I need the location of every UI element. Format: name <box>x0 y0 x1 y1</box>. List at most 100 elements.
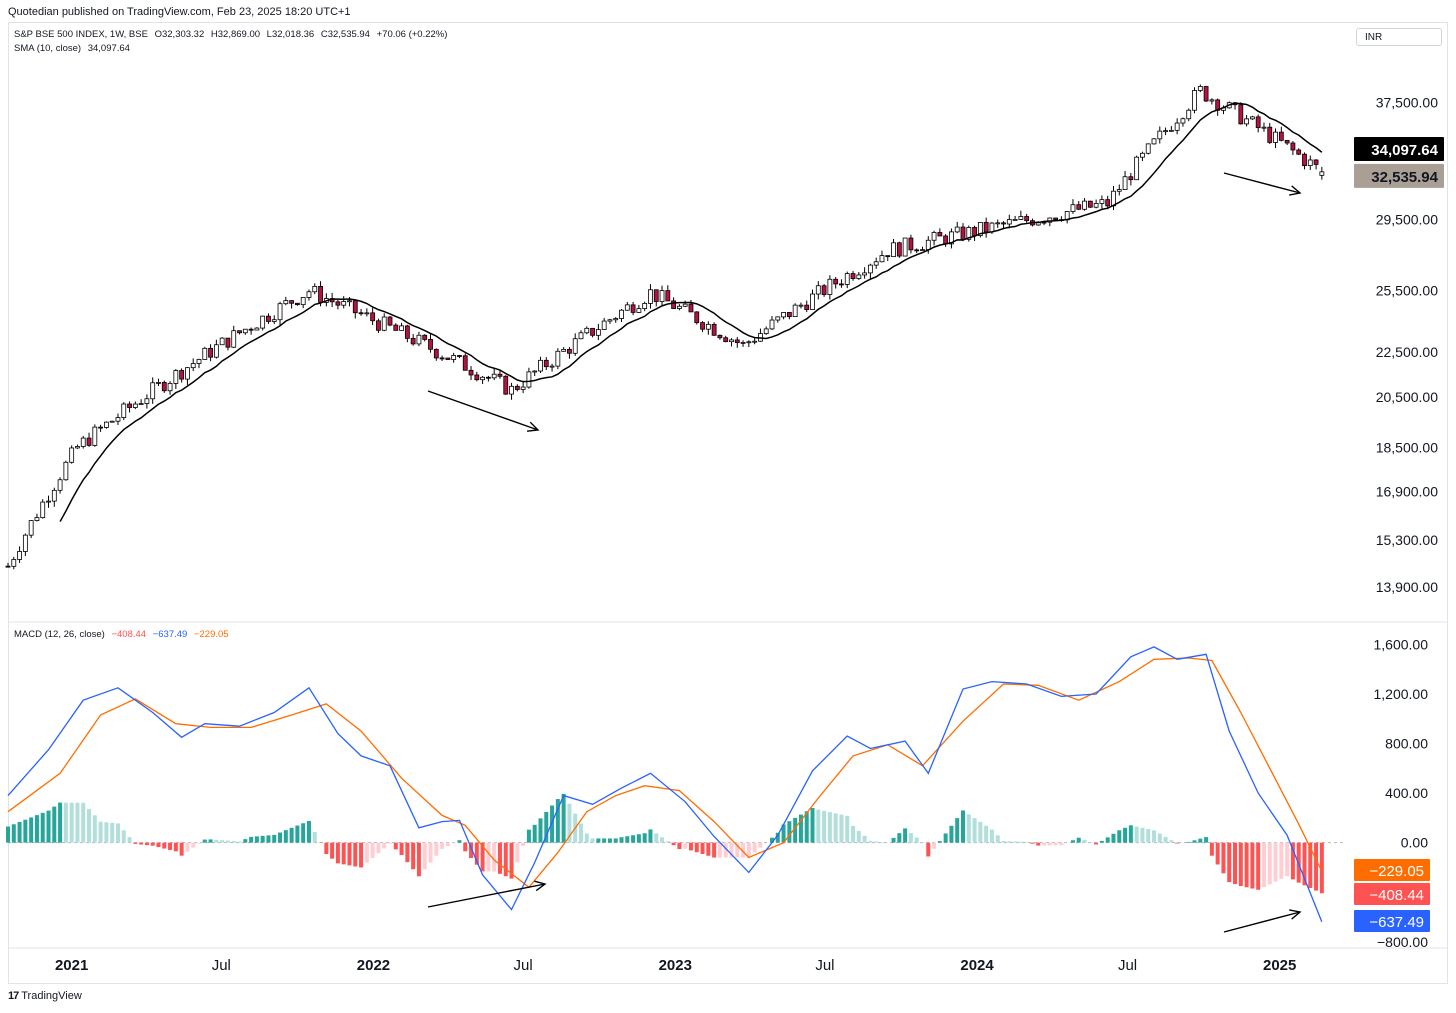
candle-body <box>1024 216 1030 222</box>
candle-body <box>642 303 648 310</box>
histogram-bar <box>1128 825 1133 843</box>
histogram-bar <box>463 842 468 852</box>
currency-selector[interactable]: INR <box>1356 28 1442 46</box>
candle-body <box>885 255 891 258</box>
price-badge-bg <box>1354 136 1444 161</box>
histogram-bar <box>1209 842 1214 856</box>
histogram-bar <box>1111 833 1116 843</box>
candle-body <box>1082 200 1087 210</box>
candle-body <box>156 382 161 384</box>
candle-body <box>1047 217 1053 223</box>
histogram-bar <box>781 824 786 843</box>
candle-body <box>1261 126 1267 129</box>
candle-body <box>514 385 520 390</box>
candle-body <box>1001 222 1006 225</box>
divergence-arrow-macd-2022 <box>427 883 546 908</box>
histogram-bar <box>422 842 427 870</box>
histogram-bar <box>607 838 612 843</box>
divergence-arrow-macd-2025-head <box>1289 909 1302 920</box>
candle-body <box>5 565 11 568</box>
histogram-bar <box>139 842 144 845</box>
time-axis-label: 2025 <box>1263 957 1296 974</box>
histogram-bar <box>353 842 358 867</box>
candle-body <box>931 232 937 241</box>
candle-body <box>1157 130 1163 140</box>
main-legend-sma: SMA (10, close) 34,097.64 <box>14 43 130 54</box>
histogram-bar <box>688 842 693 851</box>
main-legend-ohlc: S&P BSE 500 INDEX, 1W, BSE O32,303.32 H3… <box>14 29 447 40</box>
candle-body <box>40 501 46 519</box>
candle-body <box>347 300 352 303</box>
histogram-bar <box>1261 842 1266 888</box>
histogram-bar <box>1227 842 1232 883</box>
histogram-bar <box>347 842 352 866</box>
candle-body <box>283 300 289 305</box>
candle-body <box>127 403 132 408</box>
candle-body <box>879 255 885 263</box>
histogram-bar <box>961 810 965 843</box>
histogram-bar <box>706 842 711 856</box>
candle-body <box>827 278 833 295</box>
candle-body <box>665 290 671 302</box>
histogram-bar <box>382 842 387 849</box>
macd-axis-label: 0.00 <box>1401 835 1428 851</box>
candle-body <box>740 342 746 344</box>
candle-body <box>364 312 370 315</box>
histogram-bar <box>104 822 109 843</box>
candle-body <box>613 318 619 321</box>
histogram-bar <box>225 840 230 843</box>
histogram-bar <box>208 839 213 843</box>
candle-body <box>509 385 514 395</box>
macd-badge-bg <box>1354 910 1430 932</box>
price-axis-label: 13,900.00 <box>1376 579 1438 595</box>
histogram-bar <box>862 835 867 843</box>
macd-label[interactable]: MACD (12, 26, close) <box>14 629 105 640</box>
candle-body <box>833 278 839 285</box>
publisher-line: Quotedian published on TradingView.com, … <box>8 6 351 18</box>
candle-body <box>995 222 1001 225</box>
candle-body <box>781 312 786 318</box>
candle-body <box>711 323 717 336</box>
candle-body <box>769 319 775 330</box>
histogram-bar <box>1140 827 1145 843</box>
legend-low: L32,018.36 <box>266 29 315 40</box>
candle-body <box>254 327 260 331</box>
candle-body <box>352 300 358 314</box>
histogram-bar <box>335 842 340 864</box>
histogram-bar <box>144 842 149 846</box>
histogram-bar <box>526 829 531 843</box>
candle-body <box>451 355 457 360</box>
histogram-bar <box>1018 841 1023 843</box>
candle-body <box>1174 122 1180 131</box>
histogram-bar <box>1001 841 1006 843</box>
histogram-bar <box>272 834 277 843</box>
histogram-bar <box>1053 842 1058 846</box>
histogram-bar <box>949 825 954 843</box>
histogram-bar <box>214 839 219 843</box>
candle-body <box>202 347 208 360</box>
sma-label[interactable]: SMA (10, close) <box>14 43 82 54</box>
histogram-bar <box>1157 833 1162 843</box>
histogram-bar <box>58 802 63 843</box>
candle-body <box>891 242 896 258</box>
legend-symbol[interactable]: S&P BSE 500 INDEX, 1W, BSE <box>14 29 148 40</box>
candle-body <box>532 370 538 373</box>
histogram-bar <box>972 818 977 843</box>
histogram-bar <box>1308 842 1313 888</box>
histogram-bar <box>793 817 798 843</box>
candle-body <box>318 286 323 303</box>
time-axis-label: 2023 <box>659 957 692 974</box>
candle-body <box>729 339 734 343</box>
candle-body <box>1087 200 1093 208</box>
histogram-bar <box>804 811 809 843</box>
candle-body <box>636 308 642 313</box>
candle-body <box>1006 219 1012 225</box>
candle-body <box>457 355 462 357</box>
histogram-bar <box>532 824 537 843</box>
candle-body <box>416 334 422 345</box>
candle-body <box>1180 118 1186 124</box>
candle-body <box>1145 143 1151 154</box>
candle-body <box>694 311 700 324</box>
